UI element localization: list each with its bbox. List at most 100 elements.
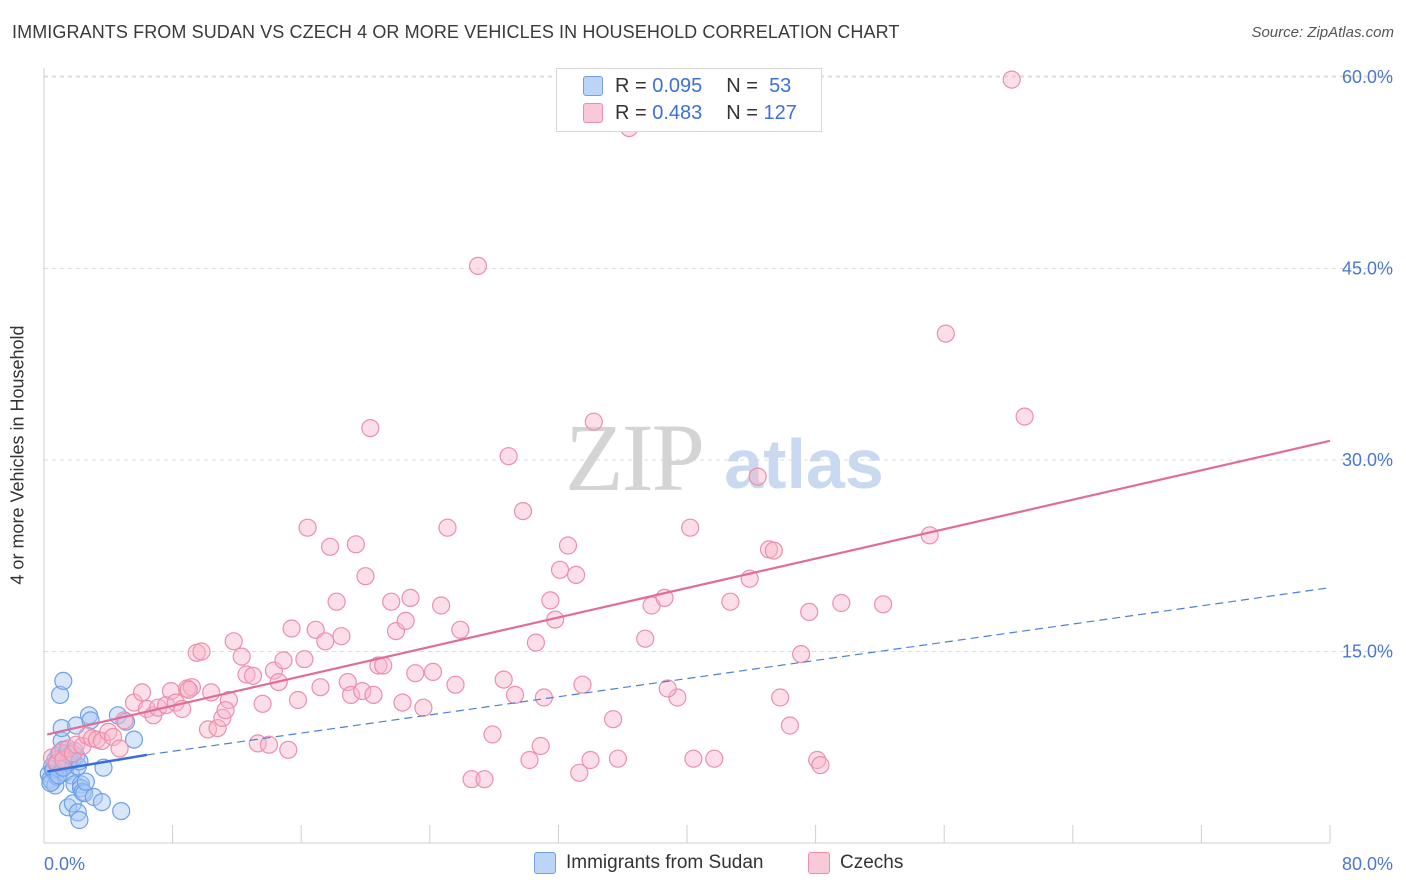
point-sudan	[70, 810, 89, 830]
point-czechs	[531, 736, 550, 756]
y-axis-label: 4 or more Vehicles in Household	[7, 325, 28, 585]
point-czechs	[581, 750, 600, 770]
point-czechs	[406, 664, 425, 683]
point-czechs	[550, 560, 570, 579]
point-czechs	[462, 770, 481, 789]
point-czechs	[316, 632, 335, 651]
gridlines	[44, 75, 1392, 652]
point-czechs	[608, 749, 628, 768]
point-czechs	[346, 535, 365, 554]
y-tick-label: 45.0%	[1342, 259, 1393, 279]
legend-n-value: 53	[769, 74, 792, 97]
point-czechs	[274, 651, 293, 670]
legend-r-label: R =	[615, 101, 647, 124]
point-czechs	[237, 665, 256, 684]
point-czechs	[438, 518, 457, 537]
point-czechs	[494, 670, 513, 689]
point-czechs	[483, 725, 502, 744]
legend-row-sudan: R = 0.095 N = 53	[583, 74, 791, 98]
point-czechs	[279, 740, 298, 759]
legend-r-value: 0.483	[652, 101, 703, 124]
point-czechs	[920, 526, 939, 545]
point-czechs	[705, 749, 724, 768]
point-czechs	[103, 727, 123, 747]
point-czechs	[179, 680, 198, 699]
watermark: ZIP atlas	[565, 404, 884, 511]
point-czechs	[198, 720, 218, 739]
point-czechs	[401, 588, 420, 608]
point-czechs	[526, 633, 546, 652]
point-czechs	[295, 650, 314, 669]
point-czechs	[208, 718, 227, 738]
point-czechs	[721, 592, 740, 611]
point-czechs	[791, 644, 811, 664]
point-czechs	[603, 710, 623, 729]
legend-label-czechs: Czechs	[840, 852, 904, 873]
point-czechs	[475, 770, 494, 789]
point-czechs	[1002, 70, 1021, 89]
point-czechs	[764, 541, 783, 560]
point-czechs	[513, 502, 533, 521]
point-sudan	[124, 730, 144, 749]
point-czechs	[566, 565, 586, 585]
point-sudan	[68, 803, 87, 822]
point-sudan	[112, 801, 131, 821]
y-tick-label: 30.0%	[1342, 450, 1393, 470]
point-czechs	[361, 419, 380, 438]
x-tick-label: 0.0%	[44, 854, 85, 874]
axes	[43, 68, 1331, 844]
point-czechs	[243, 666, 263, 685]
y-tick-label: 15.0%	[1342, 642, 1393, 662]
point-czechs	[800, 602, 819, 622]
legend-swatch-sudan	[534, 852, 556, 874]
point-czechs	[393, 693, 412, 712]
point-czechs	[771, 688, 790, 707]
point-czechs	[288, 690, 308, 710]
point-czechs	[253, 694, 272, 713]
trend-layer	[46, 439, 1331, 773]
point-czechs	[873, 595, 893, 614]
series-legend: Immigrants from Sudan Czechs	[0, 852, 1406, 878]
point-czechs	[364, 685, 383, 705]
point-czechs	[780, 716, 800, 735]
legend-swatch-sudan	[583, 76, 603, 96]
point-czechs	[219, 690, 238, 710]
legend-n-label: N =	[726, 101, 758, 124]
point-czechs	[192, 642, 211, 661]
point-czechs	[369, 656, 388, 675]
point-czechs	[321, 537, 340, 556]
point-czechs	[468, 256, 488, 275]
point-czechs	[311, 678, 330, 697]
trend-line-czechs	[46, 439, 1331, 736]
point-czechs	[541, 591, 560, 610]
tick-labels: 15.0% 30.0% 45.0% 60.0% 0.0% 80.0%	[44, 67, 1393, 874]
x-tick-label: 80.0%	[1342, 854, 1393, 874]
point-czechs	[423, 662, 443, 682]
chart-title: IMMIGRANTS FROM SUDAN VS CZECH 4 OR MORE…	[12, 22, 900, 42]
legend-item-sudan: Immigrants from Sudan	[534, 852, 763, 874]
trend-line-sudan-dashed	[146, 587, 1331, 756]
point-czechs	[332, 627, 351, 646]
legend-n-label: N =	[726, 74, 758, 97]
point-czechs	[232, 647, 251, 666]
legend-r-label: R =	[615, 74, 647, 97]
point-czechs	[573, 675, 592, 694]
point-czechs	[499, 447, 518, 466]
point-czechs	[520, 750, 539, 770]
point-czechs	[432, 596, 451, 615]
watermark-atlas: atlas	[724, 425, 884, 503]
point-czechs	[1015, 407, 1034, 426]
point-czechs	[505, 685, 525, 705]
point-czechs	[298, 518, 317, 537]
legend-swatch-czechs	[583, 103, 603, 123]
point-czechs	[282, 619, 301, 638]
source-text: Source: ZipAtlas.com	[1251, 24, 1394, 41]
legend-row-czechs: R = 0.483 N = 127	[583, 101, 797, 125]
point-czechs	[832, 593, 851, 613]
point-czechs	[558, 536, 578, 555]
point-czechs	[936, 324, 955, 343]
point-czechs	[353, 681, 372, 701]
point-czechs	[681, 518, 700, 537]
point-sudan	[76, 772, 95, 791]
